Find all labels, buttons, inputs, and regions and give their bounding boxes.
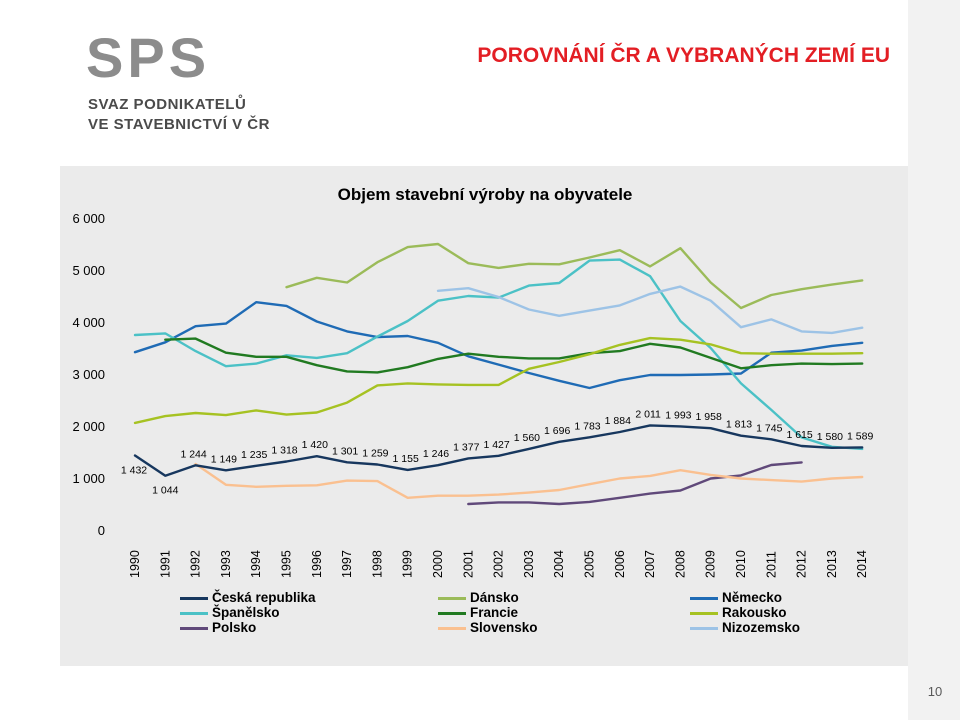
data-label: 1 149	[211, 453, 237, 465]
x-tick-label: 2005	[583, 550, 597, 578]
data-label: 1 884	[605, 415, 631, 427]
series-line	[436, 285, 864, 335]
x-tick-label: 2003	[522, 550, 536, 578]
data-label: 1 301	[332, 445, 358, 457]
y-tick-label: 0	[98, 523, 105, 538]
chart-panel	[60, 166, 908, 666]
legend-swatch	[438, 627, 466, 630]
series-line	[164, 337, 864, 374]
logo-text-line2: VE STAVEBNICTVÍ V ČR	[88, 116, 270, 133]
data-label: 1 783	[574, 420, 600, 432]
y-tick-label: 5 000	[72, 263, 105, 278]
data-label: 1 259	[362, 448, 388, 460]
data-label: 1 432	[121, 465, 147, 477]
y-tick-label: 6 000	[72, 211, 105, 226]
legend-swatch	[690, 612, 718, 615]
legend-swatch	[180, 627, 208, 630]
x-tick-label: 2001	[461, 550, 475, 578]
legend-swatch	[180, 612, 208, 615]
x-tick-label: 2008	[673, 550, 687, 578]
x-tick-label: 1998	[370, 550, 384, 578]
legend-label: Francie	[470, 605, 519, 620]
legend-label: Nizozemsko	[722, 620, 801, 635]
legend-swatch	[690, 597, 718, 600]
y-tick-label: 2 000	[72, 419, 105, 434]
x-tick-label: 2002	[492, 550, 506, 578]
x-tick-label: 2011	[764, 551, 778, 578]
data-label: 1 958	[696, 411, 722, 423]
data-label: 1 993	[665, 409, 691, 421]
x-tick-label: 2000	[431, 550, 445, 578]
x-tick-label: 2013	[825, 550, 839, 578]
x-tick-label: 2006	[613, 550, 627, 578]
y-tick-label: 1 000	[72, 471, 105, 486]
data-label: 1 235	[241, 449, 267, 461]
logo-text-line1: SVAZ PODNIKATELŮ	[88, 96, 247, 113]
data-label: 1 420	[302, 439, 328, 451]
series-line	[194, 462, 864, 499]
legend-swatch	[438, 597, 466, 600]
series-line	[133, 301, 864, 390]
x-tick-label: 2014	[855, 550, 869, 578]
data-label: 1 155	[393, 453, 419, 465]
line-chart: Objem stavební výroby na obyvatele 0 1 000…	[72, 185, 873, 578]
x-tick-label: 1995	[280, 550, 294, 578]
x-tick-label: 1990	[128, 550, 142, 578]
x-tick-label: 1991	[158, 550, 172, 578]
sps-logo: SPS SVAZ PODNIKATELŮ VE STAVEBNICTVÍ V Č…	[86, 30, 276, 140]
chart-legend: Česká republika Dánsko Německo Španělsko Fra…	[0, 590, 908, 640]
legend-label: Německo	[722, 590, 783, 605]
x-tick-label: 1996	[310, 550, 324, 578]
data-label: 1 044	[152, 485, 178, 497]
data-label: 1 377	[453, 441, 479, 453]
y-tick-label: 3 000	[72, 367, 105, 382]
legend-label: Česká republika	[212, 590, 316, 605]
data-label: 1 427	[483, 439, 509, 451]
legend-swatch	[690, 627, 718, 630]
legend-swatch	[438, 612, 466, 615]
series-line	[467, 461, 803, 506]
x-tick-label: 2009	[704, 550, 718, 578]
legend-label: Rakousko	[722, 605, 787, 620]
legend-label: Španělsko	[212, 605, 280, 620]
data-label: 1 318	[271, 444, 297, 456]
series-line	[133, 336, 864, 425]
legend-label: Slovensko	[470, 620, 538, 635]
x-tick-label: 1999	[401, 550, 415, 578]
x-tick-label: 2010	[734, 550, 748, 578]
data-label: 1 696	[544, 425, 570, 437]
series-line	[133, 424, 864, 477]
data-label: 1 615	[786, 429, 812, 441]
x-tick-label: 1992	[189, 550, 203, 578]
data-label: 1 560	[514, 432, 540, 444]
x-tick-label: 2007	[643, 550, 657, 578]
page-number: 10	[927, 684, 943, 699]
data-label: 1 246	[423, 448, 449, 460]
x-tick-label: 1994	[249, 550, 263, 578]
slide-title: POROVNÁNÍ ČR A VYBRANÝCH ZEMÍ EU	[477, 44, 890, 67]
x-tick-label: 1997	[340, 550, 354, 578]
data-label: 1 580	[817, 431, 843, 443]
series-line	[285, 242, 864, 310]
x-tick-label: 2004	[552, 550, 566, 578]
data-label: 1 813	[726, 419, 752, 431]
data-label: 1 589	[847, 430, 873, 442]
data-label: 1 745	[756, 422, 782, 434]
chart-title: Objem stavební výroby na obyvatele	[338, 185, 633, 204]
data-label: 2 011	[635, 408, 661, 420]
data-label: 1 244	[180, 448, 206, 460]
legend-label: Polsko	[212, 620, 257, 635]
legend-label: Dánsko	[470, 590, 519, 605]
x-tick-label: 2012	[795, 550, 809, 578]
x-tick-label: 1993	[219, 550, 233, 578]
y-tick-label: 4 000	[72, 315, 105, 330]
logo-letters: SPS	[86, 26, 211, 89]
side-strip	[908, 0, 960, 720]
legend-swatch	[180, 597, 208, 600]
